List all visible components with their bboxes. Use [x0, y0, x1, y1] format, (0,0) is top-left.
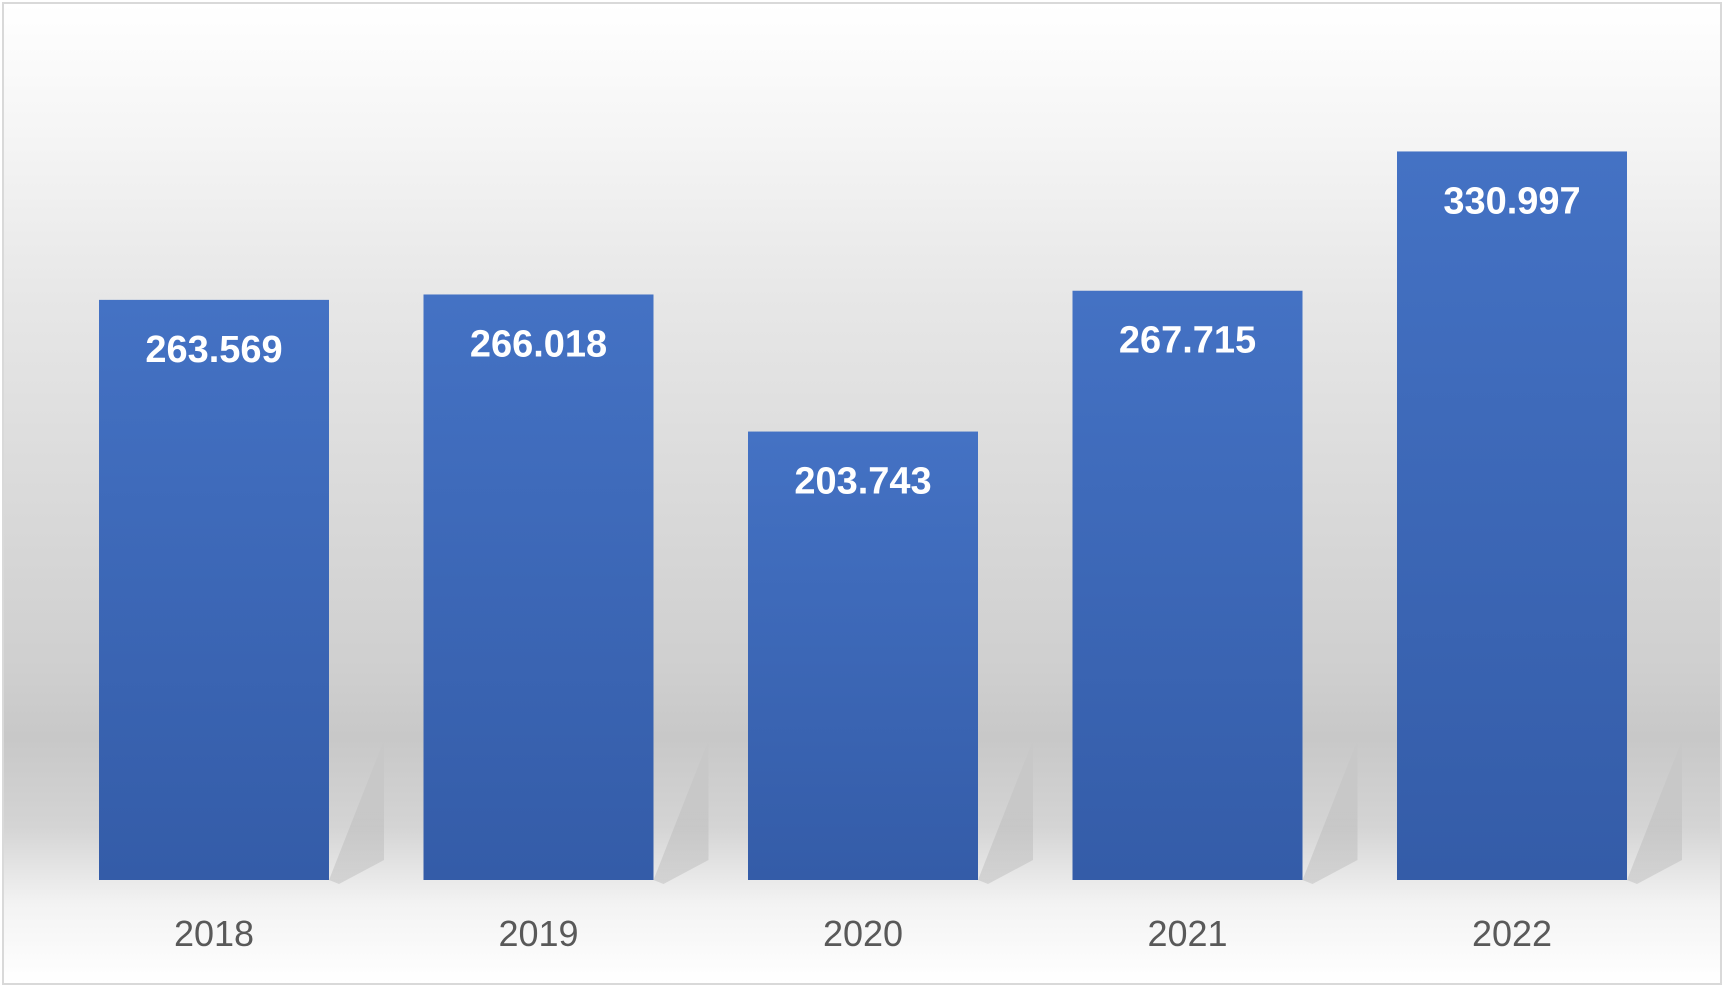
data-label-2019: 266.018 [470, 323, 607, 365]
bar-shadow [653, 740, 709, 884]
bar-shadow [1302, 740, 1358, 884]
x-tick-label-2019: 2019 [498, 913, 578, 954]
value-labels: 263.569 266.018 203.743 267.715 330.997 [145, 180, 1580, 502]
data-label-2021: 267.715 [1119, 320, 1256, 362]
x-tick-label-2022: 2022 [1472, 913, 1552, 954]
bar-2020 [748, 431, 978, 880]
bar-2018 [99, 299, 329, 881]
data-label-2020: 203.743 [794, 461, 931, 503]
x-tick-label-2021: 2021 [1147, 913, 1227, 954]
data-label-2022: 330.997 [1443, 180, 1580, 222]
bars [99, 151, 1627, 881]
data-label-2018: 263.569 [145, 329, 282, 371]
bar-2019 [423, 294, 654, 881]
bar-2021 [1072, 290, 1303, 880]
x-axis-tick-labels: 2018 2019 2020 2021 2022 [174, 913, 1552, 954]
bar-2022 [1397, 151, 1627, 880]
x-tick-label-2020: 2020 [823, 913, 903, 954]
bar-shadow [329, 740, 384, 884]
bar-shadow [978, 740, 1033, 884]
x-tick-label-2018: 2018 [174, 913, 254, 954]
bar-shadow [1627, 740, 1682, 884]
bar-shadows [329, 740, 1682, 884]
